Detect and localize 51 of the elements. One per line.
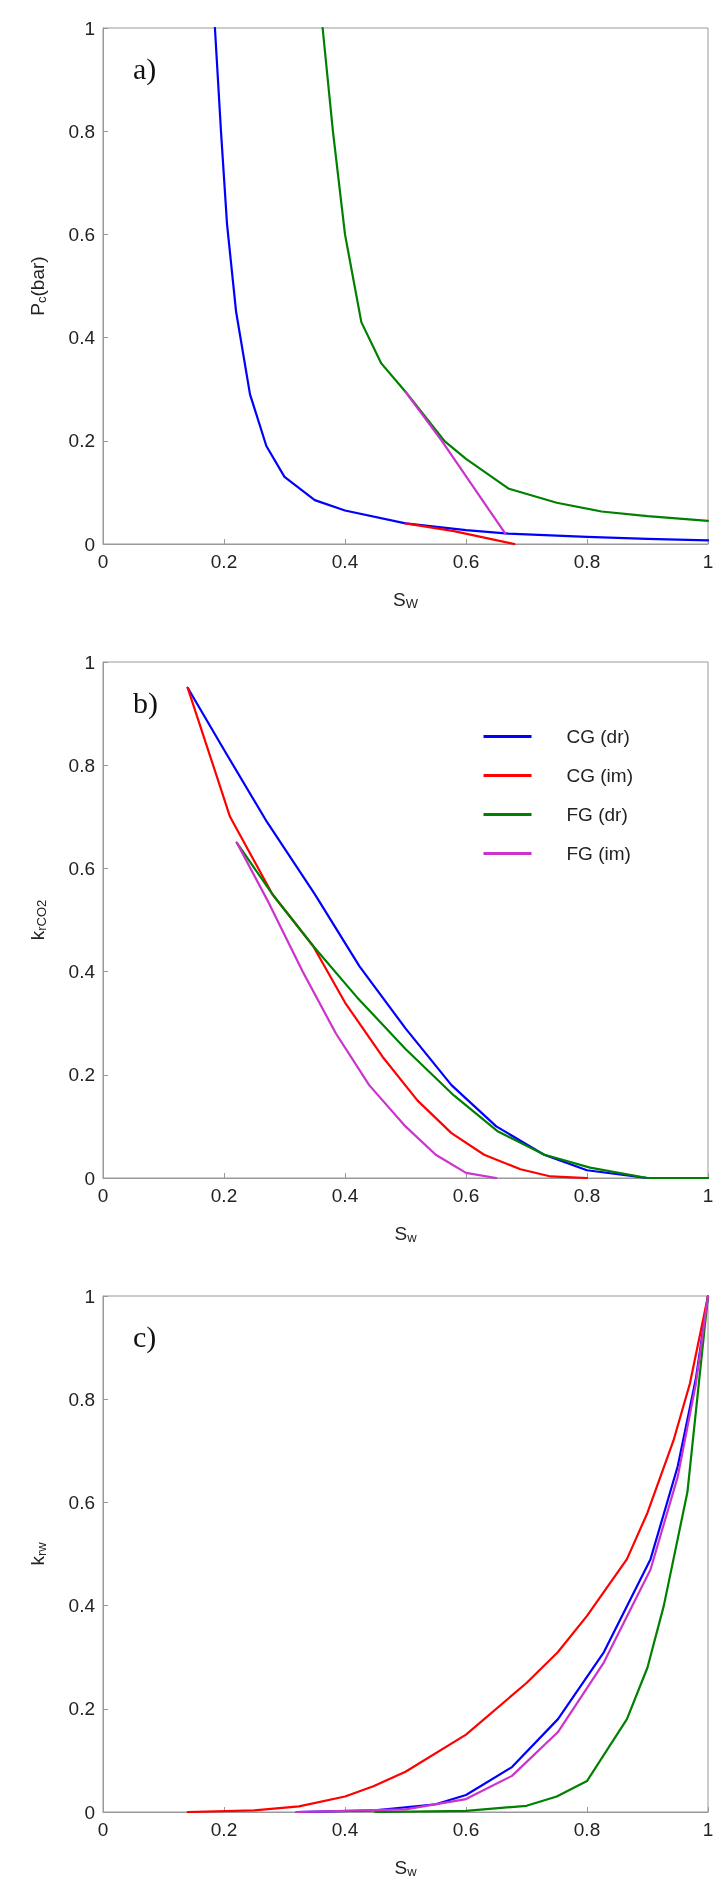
y-tick-label: 0.8 (68, 120, 95, 142)
y-axis-title: krw (27, 1541, 49, 1566)
x-tick-label: 0.2 (210, 1185, 238, 1206)
y-tick-label: 0.6 (68, 857, 95, 879)
x-tick-label: 0 (97, 551, 109, 572)
y-tick-label: 0 (84, 533, 95, 555)
y-tick-label: 0.4 (68, 327, 96, 349)
y-tick-label: 0.2 (68, 430, 95, 452)
x-tick-label: 0.4 (331, 1185, 359, 1206)
y-tick-label: 0.2 (68, 1064, 95, 1086)
y-tick-label: 0.4 (68, 961, 96, 983)
y-tick-label: 0.8 (68, 754, 95, 776)
y-tick-label: 1 (84, 651, 95, 673)
annotation: a) (133, 51, 157, 86)
line-series (235, 841, 498, 1180)
x-tick-label: 1 (702, 551, 714, 572)
legend-label: FG (dr) (566, 804, 628, 825)
line-series (235, 841, 710, 1180)
y-axis-title: krCO2 (27, 899, 49, 941)
legend-label: CG (dr) (566, 726, 630, 747)
y-tick-label: 0.8 (68, 1388, 95, 1410)
x-tick-label: 1 (702, 1185, 714, 1206)
y-tick-label: 0 (84, 1167, 95, 1189)
y-tick-label: 0.6 (68, 1491, 95, 1513)
y-axis-title: Pc(bar) (27, 256, 49, 316)
y-tick-label: 1 (84, 1285, 95, 1307)
x-tick-label: 0.2 (210, 1819, 238, 1840)
annotation: c) (133, 1319, 157, 1354)
y-tick-label: 0 (84, 1801, 95, 1823)
line-series (404, 522, 516, 546)
line-series (321, 26, 710, 522)
x-tick-label: 0.4 (331, 551, 359, 572)
x-tick-label: 0.6 (452, 551, 480, 572)
legend-label: FG (im) (566, 843, 631, 864)
x-tick-label: 0.8 (573, 1185, 601, 1206)
y-tick-label: 0.6 (68, 223, 95, 245)
y-tick-label: 1 (84, 17, 95, 39)
x-tick-label: 0.8 (573, 1819, 601, 1840)
annotation: b) (133, 685, 158, 720)
x-tick-label: 0 (97, 1819, 109, 1840)
legend-label: CG (im) (566, 765, 633, 786)
y-tick-label: 0.4 (68, 1595, 96, 1617)
line-series (213, 26, 710, 542)
x-tick-label: 0.8 (573, 551, 601, 572)
x-tick-label: 0.2 (210, 551, 238, 572)
x-tick-label: 0.4 (331, 1819, 359, 1840)
y-tick-label: 0.2 (68, 1698, 95, 1720)
x-tick-label: 0.6 (452, 1819, 480, 1840)
x-tick-label: 0.6 (452, 1185, 480, 1206)
x-tick-label: 0 (97, 1185, 109, 1206)
x-tick-label: 1 (702, 1819, 714, 1840)
